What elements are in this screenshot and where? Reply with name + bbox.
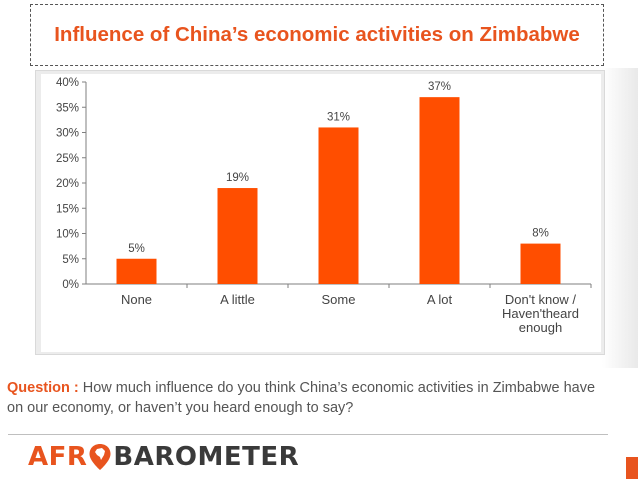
africa-pin-icon bbox=[89, 444, 111, 470]
data-label: 19% bbox=[226, 172, 249, 184]
x-tick-label: A lot bbox=[427, 292, 453, 307]
data-label: 31% bbox=[327, 111, 350, 123]
y-tick-label: 10% bbox=[56, 229, 79, 241]
y-tick-label: 20% bbox=[56, 178, 79, 190]
bar bbox=[217, 188, 258, 284]
afrobarometer-logo: AFR BAROMETER bbox=[28, 440, 299, 474]
corner-accent bbox=[626, 457, 638, 479]
y-tick-label: 25% bbox=[56, 153, 79, 165]
y-tick-label: 35% bbox=[56, 102, 79, 114]
slide-title: Influence of China’s economic activities… bbox=[54, 23, 580, 46]
x-tick-label: Don't know / bbox=[505, 292, 577, 307]
y-tick-label: 0% bbox=[62, 279, 79, 291]
title-box: Influence of China’s economic activities… bbox=[30, 4, 604, 66]
chart-frame: 0% 5% 10% 15% 20% 25% 30% 35% 40% 5% None 19% A litt… bbox=[35, 70, 605, 355]
data-label: 37% bbox=[428, 81, 451, 93]
question-label: Question : bbox=[7, 380, 79, 396]
y-tick-label: 40% bbox=[56, 77, 79, 89]
question-text: Question : How much influence do you thi… bbox=[7, 378, 607, 418]
bar bbox=[419, 97, 460, 285]
footer-divider bbox=[8, 434, 608, 435]
x-tick-label: A little bbox=[220, 292, 255, 307]
x-tick-label: Some bbox=[322, 292, 356, 307]
y-tick-label: 15% bbox=[56, 203, 79, 215]
y-tick-label: 5% bbox=[62, 254, 79, 266]
question-body: How much influence do you think China’s … bbox=[7, 380, 596, 416]
decorative-band bbox=[602, 68, 638, 368]
x-tick-label: None bbox=[121, 292, 152, 307]
bar bbox=[116, 258, 157, 284]
logo-text-barometer: BAROMETER bbox=[113, 442, 300, 472]
data-label: 5% bbox=[128, 243, 145, 255]
data-label: 8% bbox=[532, 228, 549, 240]
y-tick-label: 30% bbox=[56, 128, 79, 140]
bar bbox=[520, 243, 561, 284]
chart-area: 0% 5% 10% 15% 20% 25% 30% 35% 40% 5% None 19% A litt… bbox=[41, 74, 601, 352]
x-tick-label: enough bbox=[519, 320, 562, 335]
bar-chart: 0% 5% 10% 15% 20% 25% 30% 35% 40% 5% None 19% A litt… bbox=[56, 77, 592, 335]
x-tick-label: Haven'theard bbox=[502, 306, 579, 321]
bar bbox=[318, 127, 359, 284]
logo-text-afr: AFR bbox=[28, 442, 88, 472]
